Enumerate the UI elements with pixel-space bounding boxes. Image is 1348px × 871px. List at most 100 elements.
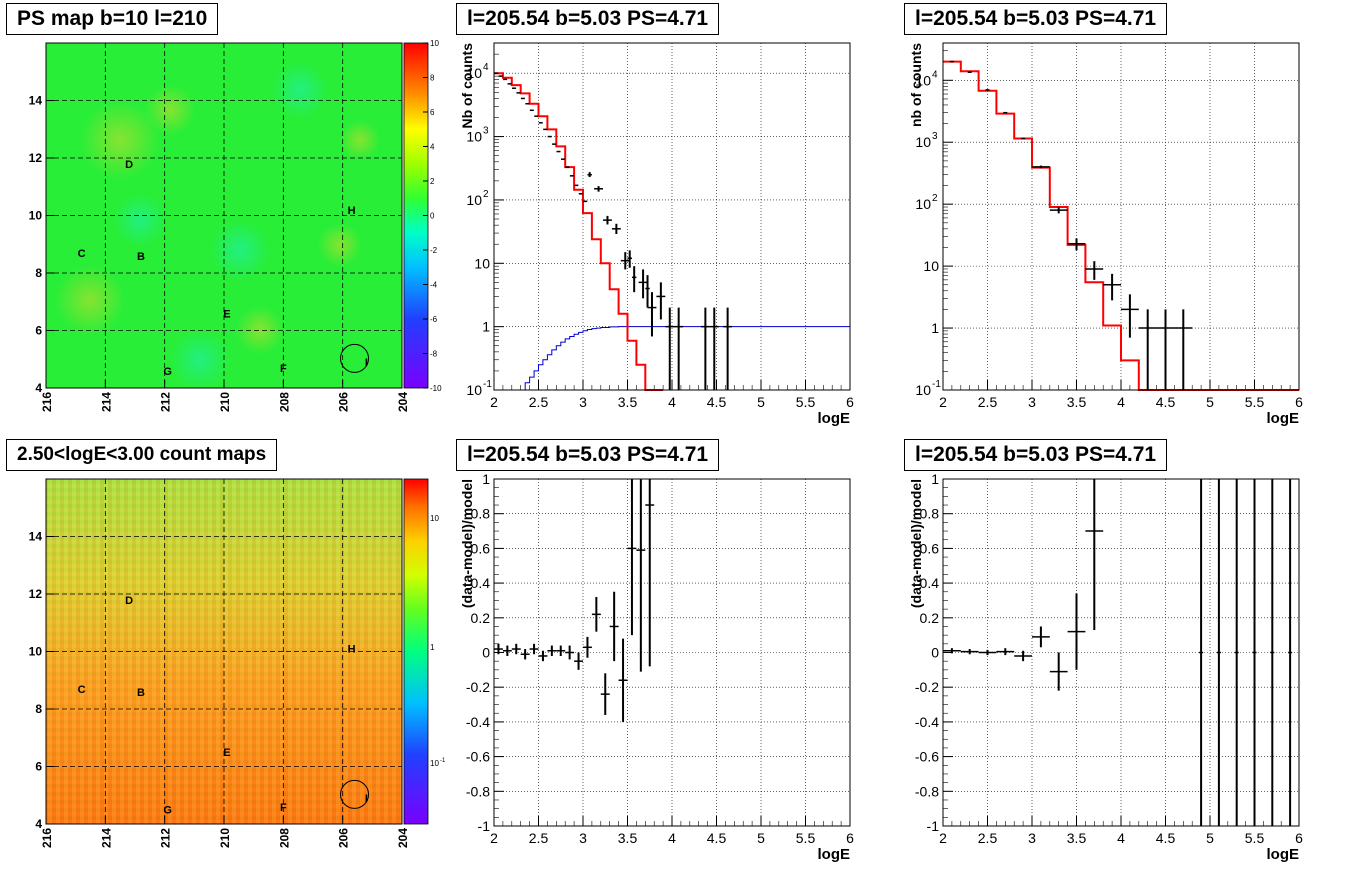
data-point — [674, 307, 684, 390]
colorbar — [404, 479, 428, 824]
plot-area: 2 2.5 3 3.5 4 4.5 5 5.5 6 -1 -0.8 -0.6 -0.4 -0.2 0 0.2 0… — [908, 471, 1303, 863]
x-tick-label: 2 — [490, 830, 498, 846]
data-point — [656, 282, 666, 320]
y-tick-label: 12 — [29, 151, 43, 165]
y-tick-label: -0.8 — [466, 783, 490, 799]
x-tick-label: 6 — [1295, 830, 1303, 846]
data-point — [1067, 238, 1086, 251]
y-tick-label: 10 — [915, 134, 931, 150]
data-point — [538, 650, 548, 662]
y-tick-label: -1 — [478, 818, 491, 834]
y-tick-label: 10 — [923, 258, 939, 274]
y-tick-label: 4 — [35, 817, 42, 831]
y-tick-label: 0.8 — [471, 506, 491, 522]
map-texture — [55, 265, 125, 335]
colorbar-label: 10 — [430, 514, 439, 523]
model-histogram — [494, 72, 664, 391]
colorbar-label: -1 — [440, 758, 446, 764]
x-tick-label: 6 — [846, 394, 854, 410]
data-point — [494, 643, 503, 655]
x-tick-label: 212 — [159, 392, 173, 412]
data-point — [502, 645, 512, 656]
data-point — [1032, 626, 1050, 648]
y-tick-label: 10 — [466, 192, 482, 208]
y-tick-label: 14 — [29, 94, 43, 108]
y-tick-label: 0.6 — [471, 540, 491, 556]
x-tick-label: 3 — [1028, 394, 1036, 410]
data-point — [611, 223, 621, 234]
source-label: B — [137, 687, 145, 699]
data-point — [636, 479, 646, 672]
source-label: H — [348, 205, 356, 217]
x-tick-label: 208 — [277, 392, 291, 412]
y-tick-exponent: 4 — [932, 69, 938, 80]
y-tick-label: 0 — [482, 645, 490, 661]
data-point — [627, 479, 637, 636]
data-point — [587, 172, 592, 178]
x-tick-label: 5 — [757, 830, 765, 846]
data-point — [960, 649, 979, 655]
y-tick-label: -0.6 — [915, 749, 939, 765]
data-point — [1138, 309, 1157, 390]
data-point — [1085, 261, 1104, 280]
spectrum-right-title: l=205.54 b=5.03 PS=4.71 — [904, 3, 1168, 35]
data-point — [556, 645, 566, 656]
x-tick-label: 216 — [40, 828, 54, 848]
data-point — [978, 649, 997, 656]
data-point — [1085, 479, 1104, 630]
colorbar-label: -8 — [430, 350, 438, 359]
y-tick-label: 6 — [35, 324, 42, 338]
map-texture — [145, 85, 195, 135]
residual-panel-left: 2 2.5 3 3.5 4 4.5 5 5.5 6 -1 -0.8 -0.6 -0.4 -0.2 0 0.2 0… — [459, 471, 854, 863]
x-tick-label: 2.5 — [529, 394, 549, 410]
y-axis-label: Nb of counts — [459, 43, 475, 129]
x-tick-label: 4 — [668, 830, 676, 846]
data-point — [1067, 593, 1086, 670]
y-tick-label: 0.2 — [920, 610, 940, 626]
y-tick-label: 6 — [35, 760, 42, 774]
x-axis-label: logE — [818, 846, 851, 863]
source-label: I — [365, 357, 368, 369]
x-axis-label: logE — [1267, 846, 1300, 863]
y-tick-label: 10 — [474, 255, 490, 271]
y-tick-label: 0.4 — [920, 575, 940, 591]
colorbar-label: 10 — [430, 39, 439, 48]
map-area: 216 214 212 210 208 206 204 4 6 8 10 12 14 D H C B E G F I 10… — [29, 478, 446, 848]
data-point — [1032, 165, 1050, 169]
x-tick-label: 5.5 — [796, 394, 816, 410]
data-point — [1270, 479, 1275, 826]
data-point — [547, 645, 557, 656]
x-tick-label: 5.5 — [796, 830, 816, 846]
y-tick-exponent: 4 — [483, 62, 489, 73]
data-point — [1252, 479, 1257, 826]
residual-panel-right: 2 2.5 3 3.5 4 4.5 5 5.5 6 -1 -0.8 -0.6 -0.4 -0.2 0 0.2 0… — [908, 471, 1303, 863]
count-map-title: 2.50<logE<3.00 count maps — [6, 439, 278, 471]
data-point — [665, 307, 675, 390]
data-point — [631, 266, 637, 293]
y-tick-exponent: 2 — [932, 193, 938, 204]
x-axis-label: logE — [1267, 410, 1300, 427]
source-label: I — [365, 793, 368, 805]
source-label: D — [125, 595, 133, 607]
data-point — [709, 307, 719, 390]
data-point — [1103, 273, 1121, 301]
y-tick-exponent: 3 — [483, 126, 489, 137]
data-point — [645, 479, 655, 667]
data-point — [603, 215, 612, 225]
y-tick-label: 10 — [29, 645, 43, 659]
y-tick-exponent: 3 — [932, 131, 938, 142]
y-tick-label: 14 — [29, 530, 43, 544]
source-label: E — [223, 308, 230, 320]
y-tick-label: 8 — [35, 266, 42, 280]
x-tick-label: 2 — [490, 394, 498, 410]
colorbar-label: -10 — [430, 384, 442, 393]
data-point — [520, 649, 530, 660]
x-tick-label: 214 — [99, 828, 113, 848]
x-tick-label: 3 — [1028, 830, 1036, 846]
data-point — [1216, 479, 1221, 826]
data-point — [620, 252, 630, 270]
data-point — [583, 636, 592, 658]
map-texture — [210, 220, 270, 280]
